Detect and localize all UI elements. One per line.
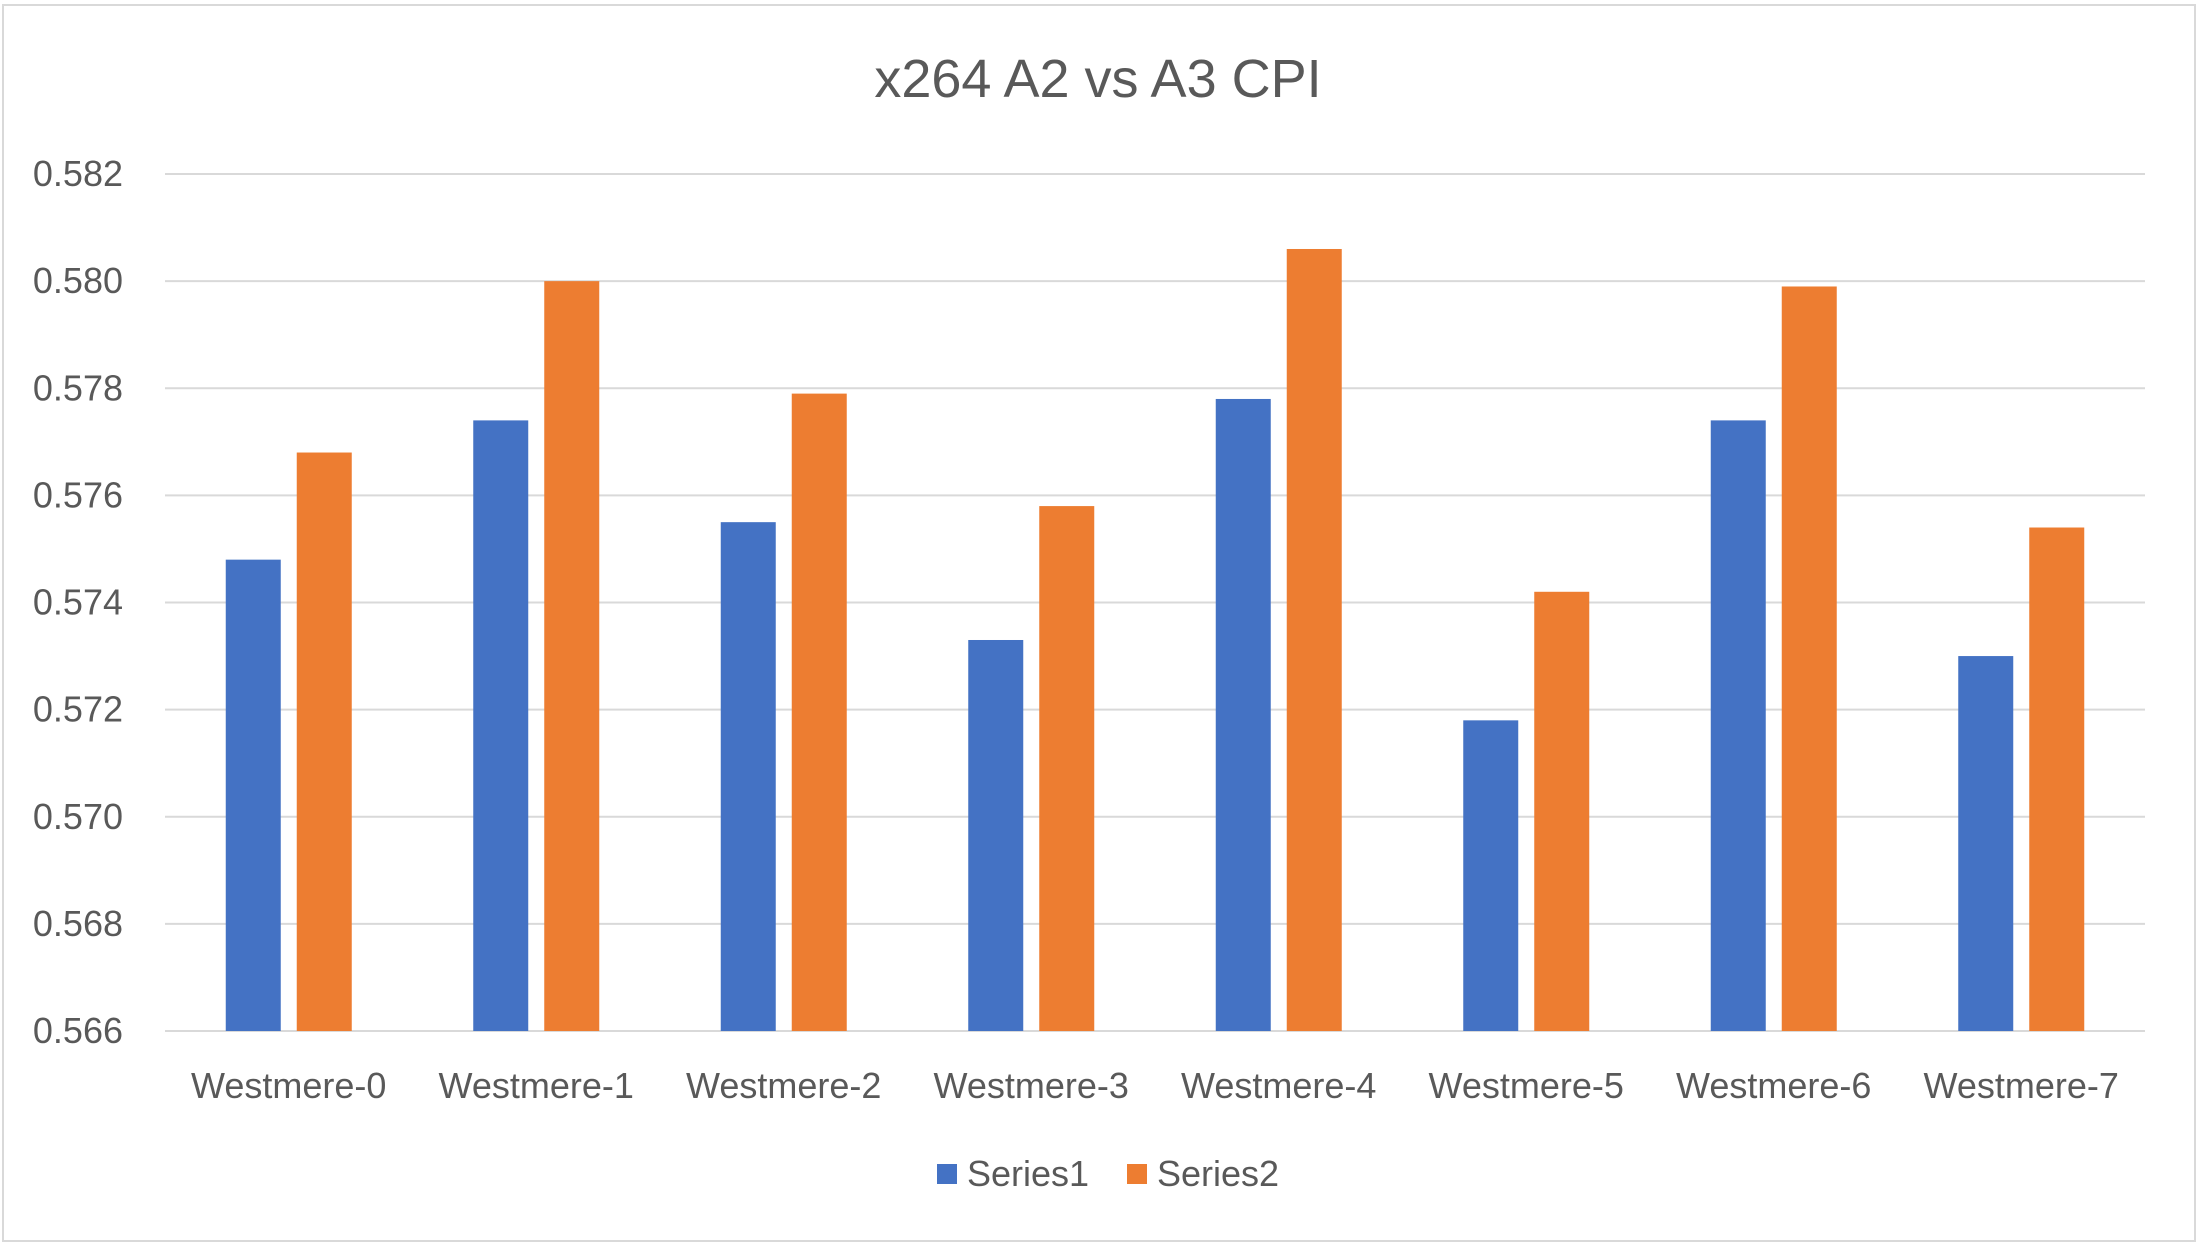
bar-series2-westmere-1 [544,281,600,1031]
bars [225,248,2085,1032]
bar-series2-westmere-0 [296,452,352,1031]
x-axis-categories: Westmere-0 Westmere-1 Westmere-2 Westmere-3… [191,1065,2119,1106]
y-tick-label: 0.580 [33,260,123,301]
legend-swatch-series2 [1127,1164,1147,1184]
x-category-label: Westmere-1 [439,1065,634,1106]
y-tick-label: 0.582 [33,153,123,194]
legend: Series1 Series2 [937,1153,1279,1194]
gridlines [165,173,2145,1032]
bar-series2-westmere-4 [1286,248,1342,1032]
x-category-label: Westmere-7 [1924,1065,2119,1106]
legend-label-series2: Series2 [1157,1153,1279,1194]
bar-series2-westmere-5 [1534,591,1590,1031]
x-category-label: Westmere-5 [1429,1065,1624,1106]
x-category-label: Westmere-0 [191,1065,386,1106]
bar-series2-westmere-2 [791,393,847,1031]
bar-series2-westmere-3 [1039,506,1095,1031]
bar-series1-westmere-3 [968,639,1024,1031]
x-category-label: Westmere-3 [934,1065,1129,1106]
y-tick-label: 0.574 [33,582,123,623]
y-axis-ticks: 0.566 0.568 0.570 0.572 0.574 0.576 0.578 0.580… [33,153,123,1051]
bar-series1-westmere-4 [1215,398,1271,1031]
x-category-label: Westmere-2 [686,1065,881,1106]
bar-series1-westmere-6 [1710,420,1766,1031]
x-category-label: Westmere-4 [1181,1065,1376,1106]
bar-series1-westmere-1 [473,420,529,1031]
bar-series2-westmere-6 [1781,286,1837,1031]
y-tick-label: 0.568 [33,903,123,944]
y-tick-label: 0.578 [33,367,123,408]
bar-series1-westmere-5 [1463,720,1519,1031]
y-tick-label: 0.566 [33,1010,123,1051]
y-tick-label: 0.570 [33,796,123,837]
bar-series1-westmere-2 [720,522,776,1031]
y-tick-label: 0.576 [33,474,123,515]
bar-series1-westmere-7 [1958,656,2014,1031]
legend-label-series1: Series1 [967,1153,1089,1194]
bar-series2-westmere-7 [2029,527,2085,1031]
chart-title: x264 A2 vs A3 CPI [874,49,1321,109]
x-category-label: Westmere-6 [1676,1065,1871,1106]
legend-swatch-series1 [937,1164,957,1184]
bar-series1-westmere-0 [225,559,281,1031]
y-tick-label: 0.572 [33,689,123,730]
